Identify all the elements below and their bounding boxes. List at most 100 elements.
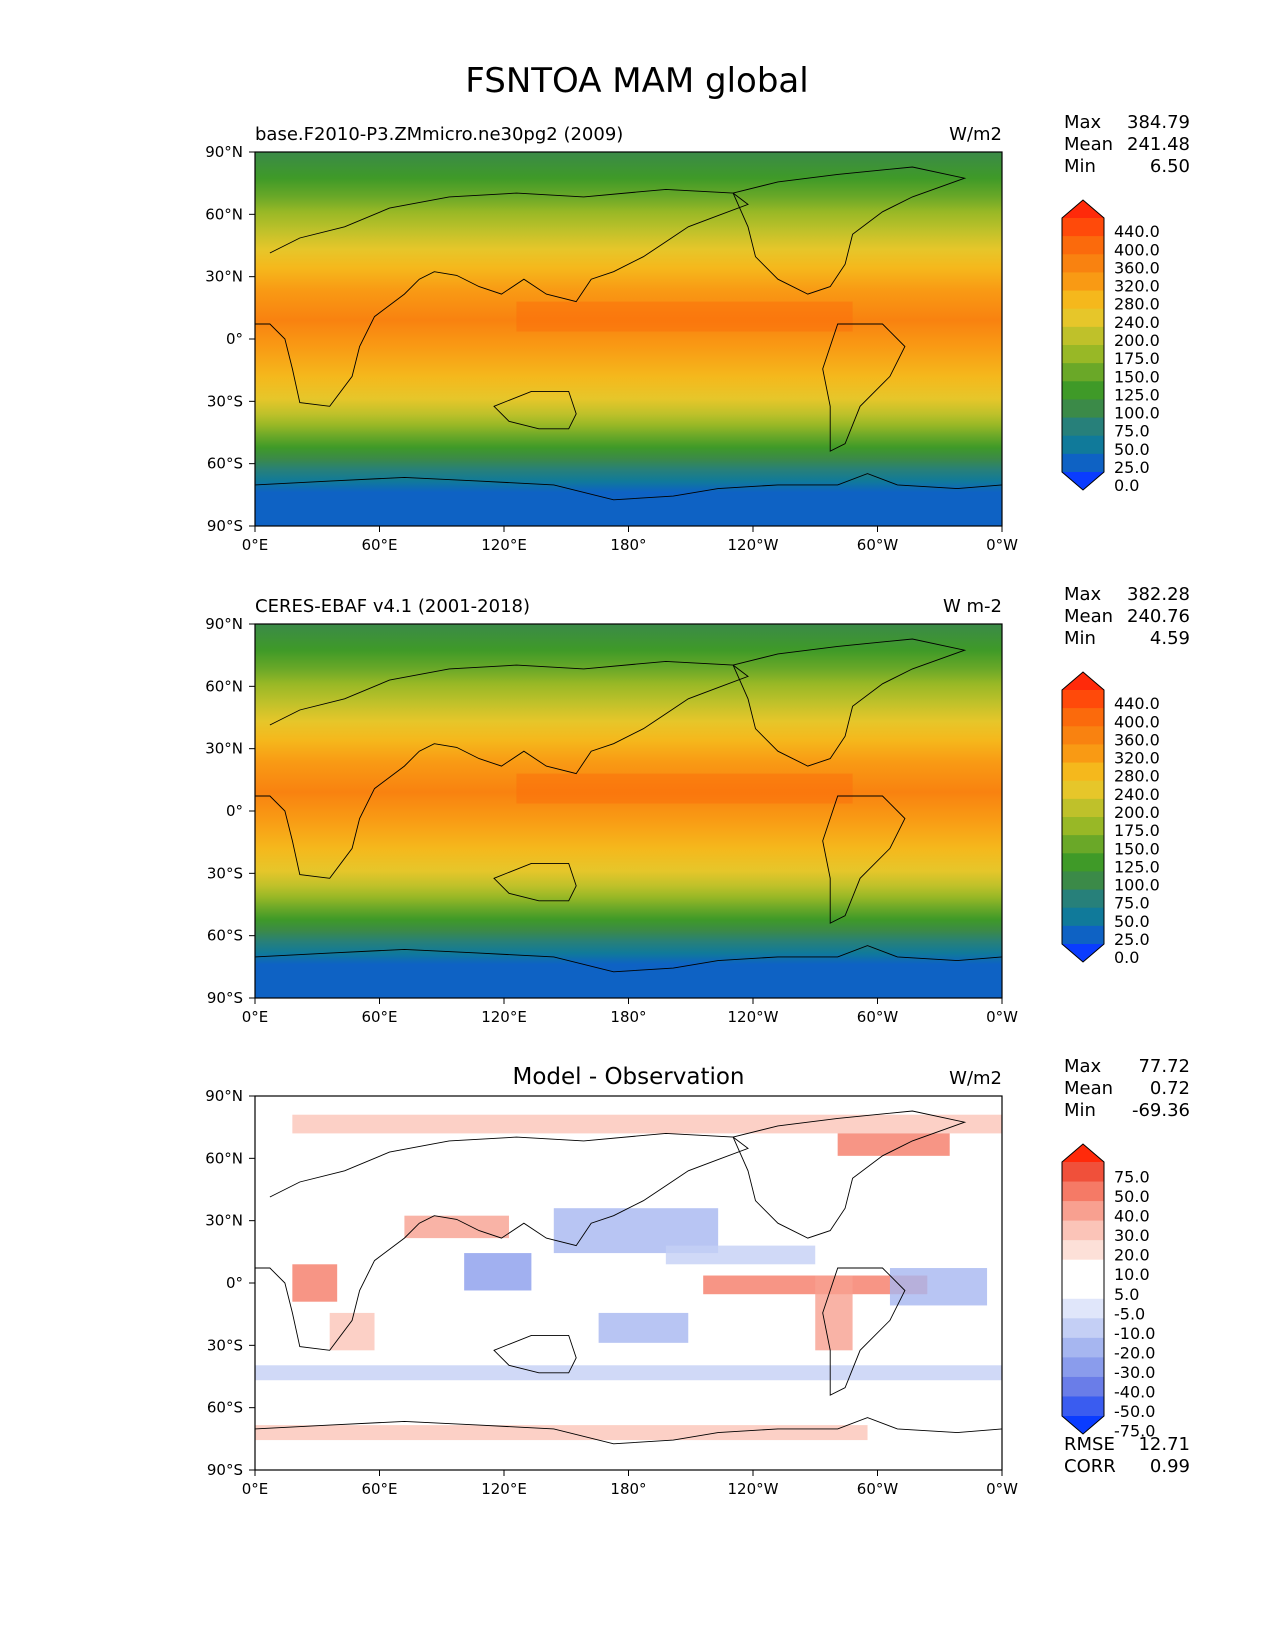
lat-tick-label: 90°N (205, 615, 243, 633)
lon-tick-label: 120°W (728, 1008, 779, 1026)
lat-tick-label: 30°N (205, 740, 243, 758)
colorbar-label: 150.0 (1114, 367, 1160, 386)
colorbar-label: 75.0 (1114, 1168, 1150, 1187)
colorbar-label: 5.0 (1114, 1285, 1139, 1304)
panel-left-title: base.F2010-P3.ZMmicro.ne30pg2 (2009) (255, 124, 623, 145)
stat-label: Min (1064, 156, 1096, 177)
colorbar-label: 175.0 (1114, 821, 1160, 840)
colorbar-label: 125.0 (1114, 385, 1160, 404)
lat-tick-label: 30°N (205, 268, 243, 286)
colorbar-label: 20.0 (1114, 1246, 1150, 1265)
lat-tick-label: 60°S (207, 927, 243, 945)
colorbar-label: 360.0 (1114, 258, 1160, 277)
lon-tick-label: 120°E (481, 1480, 527, 1498)
extra-stat-value: 12.71 (1138, 1434, 1190, 1455)
panel-model: 90°N 60°N 30°N 0° 30°S 60°S 90°S0°E 60°E 120°E 18… (205, 112, 1190, 554)
panel-units: W/m2 (949, 1068, 1002, 1089)
lat-tick-label: 60°N (205, 1149, 243, 1167)
lat-tick-label: 30°S (207, 864, 243, 882)
lon-tick-label: 120°W (728, 1480, 779, 1498)
panel-difference: 90°N 60°N 30°N 0° 30°S 60°S 90°S0°E 60°E 120°E 18… (205, 1056, 1190, 1498)
stat-value: 240.76 (1127, 606, 1190, 627)
lat-tick-label: 90°S (207, 1461, 243, 1479)
lat-tick-label: 60°S (207, 455, 243, 473)
map-observation (254, 624, 1003, 998)
panel-units: W/m2 (949, 124, 1002, 145)
colorbar-label: 25.0 (1114, 458, 1150, 477)
lon-tick-label: 180° (610, 536, 646, 554)
colorbar-label: 175.0 (1114, 349, 1160, 368)
panel-center-title: Model - Observation (512, 1064, 744, 1090)
lon-tick-label: 120°W (728, 536, 779, 554)
colorbar-label: -5.0 (1114, 1304, 1145, 1323)
colorbar-label: -10.0 (1114, 1324, 1155, 1343)
colorbar-label: 400.0 (1114, 240, 1160, 259)
colorbar-label: 25.0 (1114, 930, 1150, 949)
colorbar-label: 320.0 (1114, 277, 1160, 296)
lat-tick-label: 90°S (207, 989, 243, 1007)
colorbar-label: -40.0 (1114, 1382, 1155, 1401)
colorbar-label: 400.0 (1114, 712, 1160, 731)
stat-label: Mean (1064, 134, 1113, 155)
extra-stat-value: 0.99 (1150, 1456, 1190, 1477)
lon-tick-label: 60°E (361, 536, 397, 554)
stat-label: Max (1064, 584, 1102, 605)
lon-tick-label: 60°E (361, 1480, 397, 1498)
colorbar-label: -20.0 (1114, 1343, 1155, 1362)
colorbar-label: 280.0 (1114, 767, 1160, 786)
lat-tick-label: 60°N (205, 205, 243, 223)
lon-tick-label: 60°E (361, 1008, 397, 1026)
colorbar-label: 50.0 (1114, 1187, 1150, 1206)
lon-tick-label: 0°E (242, 1480, 269, 1498)
colorbar-label: 200.0 (1114, 803, 1160, 822)
colorbar-label: 240.0 (1114, 785, 1160, 804)
lon-tick-label: 0°W (986, 536, 1018, 554)
colorbar-model: 440.0400.0360.0320.0280.0240.0200.0175.0… (1061, 199, 1160, 495)
stat-value: 384.79 (1127, 112, 1190, 133)
stat-value: 4.59 (1150, 628, 1190, 649)
colorbar-observation: 440.0400.0360.0320.0280.0240.0200.0175.0… (1061, 671, 1160, 967)
colorbar-label: 40.0 (1114, 1207, 1150, 1226)
lat-tick-label: 90°N (205, 1087, 243, 1105)
map-difference (254, 1096, 1003, 1470)
lat-tick-label: 90°N (205, 143, 243, 161)
lat-tick-label: 30°S (207, 1336, 243, 1354)
colorbar-label: 10.0 (1114, 1265, 1150, 1284)
colorbar-label: 100.0 (1114, 876, 1160, 895)
stat-label: Max (1064, 112, 1102, 133)
colorbar-label: 125.0 (1114, 857, 1160, 876)
colorbar-label: -50.0 (1114, 1402, 1155, 1421)
colorbar-label: -30.0 (1114, 1363, 1155, 1382)
colorbar-label: 240.0 (1114, 313, 1160, 332)
lon-tick-label: 60°W (857, 1480, 899, 1498)
stat-value: -69.36 (1132, 1100, 1190, 1121)
colorbar-label: 360.0 (1114, 730, 1160, 749)
stat-label: Min (1064, 1100, 1096, 1121)
stat-value: 241.48 (1127, 134, 1190, 155)
colorbar-label: -75.0 (1114, 1422, 1155, 1441)
colorbar-label: 30.0 (1114, 1226, 1150, 1245)
lon-tick-label: 60°W (857, 536, 899, 554)
colorbar-label: 50.0 (1114, 440, 1150, 459)
colorbar-label: 200.0 (1114, 331, 1160, 350)
colorbar-label: 50.0 (1114, 912, 1150, 931)
colorbar-label: 0.0 (1114, 476, 1139, 495)
colorbar-label: 440.0 (1114, 694, 1160, 713)
colorbar-label: 320.0 (1114, 749, 1160, 768)
lon-tick-label: 120°E (481, 536, 527, 554)
colorbar-label: 75.0 (1114, 422, 1150, 441)
stat-label: Mean (1064, 1078, 1113, 1099)
panel-units: W m-2 (943, 596, 1002, 617)
lon-tick-label: 180° (610, 1480, 646, 1498)
lon-tick-label: 60°W (857, 1008, 899, 1026)
colorbar-label: 75.0 (1114, 894, 1150, 913)
stat-value: 77.72 (1138, 1056, 1190, 1077)
stat-value: 6.50 (1150, 156, 1190, 177)
lat-tick-label: 30°S (207, 392, 243, 410)
lat-tick-label: 90°S (207, 517, 243, 535)
lat-tick-label: 60°N (205, 677, 243, 695)
lat-tick-label: 0° (226, 330, 243, 348)
stat-value: 0.72 (1150, 1078, 1190, 1099)
stat-label: Max (1064, 1056, 1102, 1077)
panel-observation: 90°N 60°N 30°N 0° 30°S 60°S 90°S0°E 60°E 120°E 18… (205, 584, 1190, 1026)
